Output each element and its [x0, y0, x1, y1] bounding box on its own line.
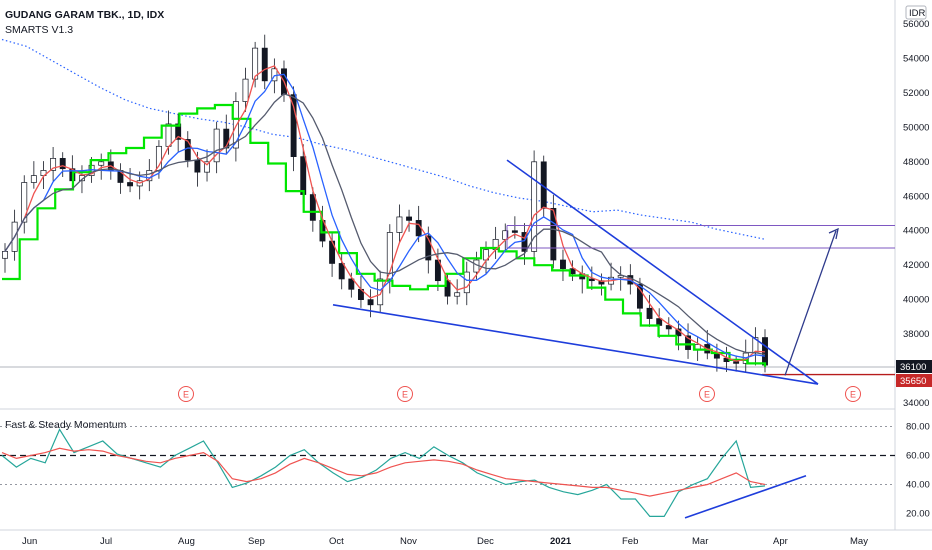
indicator-label[interactable]: SMARTS V1.3 [5, 24, 73, 36]
candle-body [588, 278, 595, 282]
price-tick-label: 50000 [903, 122, 929, 133]
price-tick-label: 46000 [903, 191, 929, 202]
candle-body [213, 128, 220, 163]
currency-badge[interactable] [905, 5, 927, 20]
momentum-tick-label: 20.00 [906, 509, 930, 520]
candle-body [165, 123, 172, 147]
time-tick-label: Feb [622, 536, 638, 547]
candle-body [636, 283, 643, 309]
candle-body [425, 235, 432, 261]
candle-body [194, 159, 201, 173]
price-tick-label: 42000 [903, 260, 929, 271]
candle-body [665, 325, 672, 330]
price-tick-label: 38000 [903, 329, 929, 340]
time-tick-label: Dec [477, 536, 494, 547]
projection-arrow-head [828, 227, 839, 240]
candle-body [646, 307, 653, 319]
support-price-tag [896, 374, 932, 387]
candle-body [242, 78, 249, 102]
time-tick-label: Mar [692, 536, 708, 547]
red-moving-average-line [4, 65, 766, 362]
candle-body [309, 194, 316, 221]
candle-body [367, 299, 374, 306]
price-tick-label: 56000 [903, 19, 929, 30]
momentum-red-line [1, 447, 766, 497]
earnings-marker[interactable] [397, 386, 413, 402]
smarts-indicator-line [2, 103, 767, 367]
projection-arrow-line[interactable] [784, 230, 837, 376]
candle-body [59, 158, 66, 170]
candle-body [290, 94, 297, 158]
candle-body [21, 182, 28, 223]
dotted-moving-average-line [1, 38, 766, 240]
momentum-teal-line [1, 428, 766, 518]
candle-body [184, 139, 191, 161]
candle-body [396, 216, 403, 233]
support-price-label: 35650 [900, 376, 926, 387]
earnings-marker-label: E [183, 390, 189, 400]
earnings-marker-label: E [402, 390, 408, 400]
momentum-trendline[interactable] [684, 475, 807, 519]
price-tick-label: 34000 [903, 398, 929, 409]
candle-body [685, 335, 691, 350]
candle-body [550, 207, 557, 261]
time-tick-label: Nov [400, 536, 417, 547]
candle-body [521, 232, 528, 252]
momentum-tick-label: 60.00 [906, 451, 930, 462]
candle-body [444, 280, 451, 297]
time-tick-label: Oct [329, 536, 344, 547]
time-tick-label: Sep [248, 536, 265, 547]
momentum-tick-label: 80.00 [906, 422, 930, 433]
time-tick-label: 2021 [550, 536, 572, 547]
candle-body [377, 278, 384, 306]
price-tick-label: 52000 [903, 88, 929, 99]
time-tick-label: Jun [22, 536, 37, 547]
candle-body [338, 263, 345, 280]
candle-body [2, 251, 8, 259]
price-tick-label: 48000 [903, 157, 929, 168]
time-tick-label: Apr [773, 536, 788, 547]
last-price-tag [896, 360, 932, 373]
time-tick-label: Aug [178, 536, 195, 547]
candle-body [454, 292, 461, 297]
price-tick-label: 40000 [903, 295, 929, 306]
earnings-marker[interactable] [699, 386, 715, 402]
candle-body [50, 158, 57, 171]
momentum-tick-label: 40.00 [906, 480, 930, 491]
candle-body [175, 123, 182, 140]
last-price-label: 36100 [900, 362, 926, 373]
time-tick-label: May [850, 536, 868, 547]
candle-body [300, 156, 307, 195]
price-tick-label: 54000 [903, 53, 929, 64]
candle-body [30, 175, 37, 183]
candle-body [348, 278, 355, 290]
candle-body [463, 271, 470, 294]
earnings-marker[interactable] [845, 386, 861, 402]
candle-body [232, 101, 239, 149]
candle-body [127, 182, 134, 187]
currency-label: IDR [909, 8, 926, 19]
earnings-marker-label: E [850, 390, 856, 400]
dark-moving-average-line [4, 93, 766, 356]
candle-body [204, 161, 210, 173]
candle-body [560, 259, 566, 269]
candle-body [733, 361, 740, 364]
candle-body [98, 161, 105, 166]
candle-body [531, 161, 538, 252]
earnings-marker[interactable] [178, 386, 194, 402]
momentum-title[interactable]: Fast & Steady Momentum [5, 419, 127, 431]
candle-body [261, 47, 268, 82]
upper-trendline[interactable] [506, 159, 819, 385]
time-tick-label: Jul [100, 536, 112, 547]
symbol-title[interactable]: GUDANG GARAM TBK., 1D, IDX [5, 9, 164, 21]
candle-body [252, 47, 259, 80]
earnings-marker-label: E [704, 390, 710, 400]
price-tick-label: 44000 [903, 226, 929, 237]
lower-trendline[interactable] [332, 304, 819, 385]
candle-body [511, 230, 518, 233]
candle-body [386, 232, 393, 280]
candle-body [406, 216, 413, 221]
